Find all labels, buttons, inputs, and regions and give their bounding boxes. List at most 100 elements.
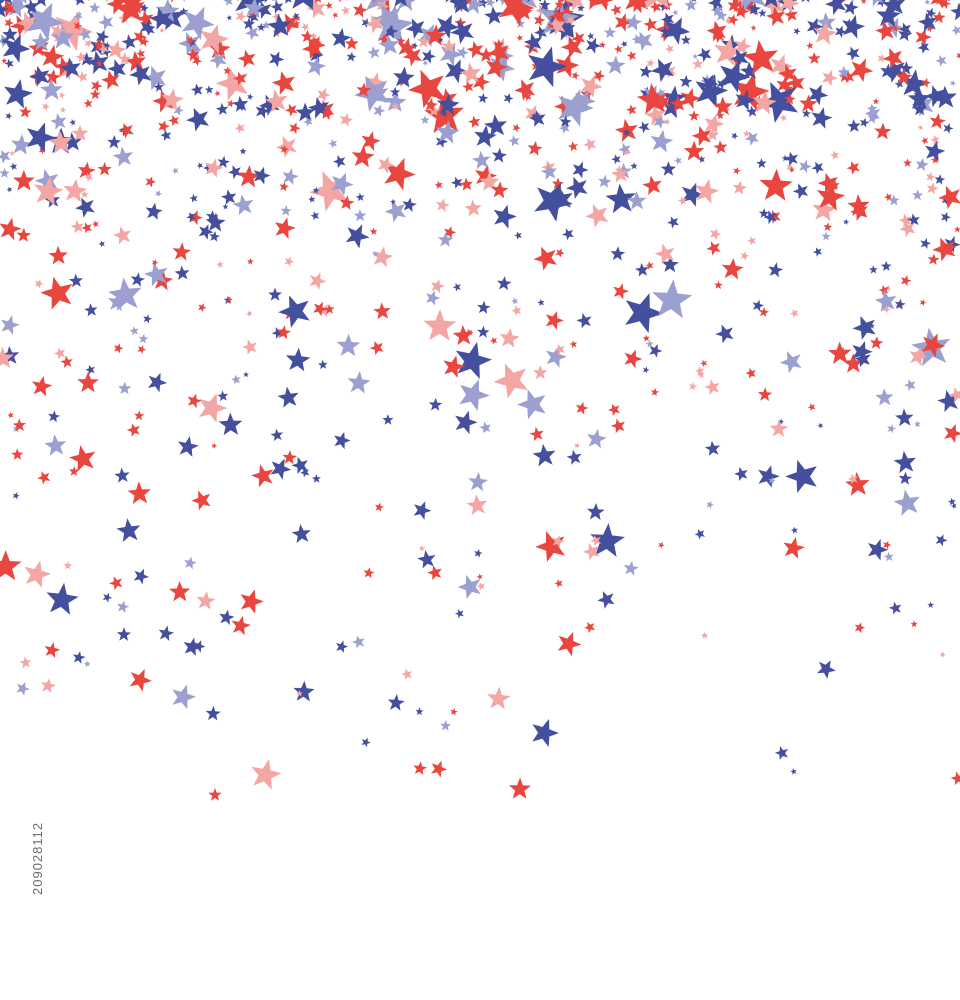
confetti-star-icon	[382, 414, 394, 425]
confetti-star-icon	[45, 69, 61, 85]
confetti-star-icon	[802, 108, 812, 118]
confetti-star-icon	[758, 8, 767, 18]
confetti-star-icon	[493, 204, 517, 229]
confetti-star-icon	[652, 279, 693, 319]
confetti-star-icon	[920, 237, 932, 249]
confetti-star-icon	[282, 450, 298, 465]
confetti-star-icon	[9, 150, 15, 156]
confetti-star-icon	[823, 222, 833, 232]
confetti-star-icon	[427, 565, 442, 581]
confetti-star-icon	[877, 53, 887, 63]
confetti-star-icon	[129, 668, 152, 692]
confetti-star-icon	[893, 489, 920, 516]
confetti-star-icon	[747, 236, 756, 246]
confetti-star-icon	[198, 224, 214, 240]
confetti-star-icon	[69, 119, 76, 126]
confetti-star-icon	[205, 212, 226, 232]
confetti-star-icon	[912, 189, 924, 201]
confetti-star-icon	[160, 129, 172, 141]
confetti-star-icon	[4, 79, 33, 109]
confetti-star-icon	[89, 2, 101, 14]
confetti-star-icon	[50, 24, 75, 49]
confetti-star-icon	[576, 312, 592, 329]
confetti-star-icon	[245, 25, 260, 41]
confetti-star-icon	[759, 307, 769, 317]
confetti-star-icon	[874, 290, 897, 312]
confetti-star-icon	[854, 622, 866, 634]
confetti-star-icon	[474, 548, 483, 558]
confetti-star-icon	[704, 113, 725, 135]
confetti-star-icon	[474, 125, 497, 148]
confetti-star-icon	[373, 302, 391, 320]
confetti-star-icon	[745, 367, 756, 379]
confetti-star-icon	[697, 155, 706, 164]
confetti-star-icon	[850, 202, 868, 221]
confetti-star-icon	[196, 162, 204, 170]
confetti-star-icon	[623, 128, 631, 137]
confetti-star-icon	[940, 0, 951, 10]
confetti-star-icon	[649, 344, 663, 358]
confetti-star-icon	[799, 159, 812, 174]
confetti-star-icon	[650, 129, 674, 153]
confetti-star-icon	[635, 262, 649, 277]
confetti-star-icon	[186, 36, 195, 45]
confetti-star-icon	[742, 129, 751, 138]
confetti-star-icon	[197, 303, 207, 313]
confetti-star-icon	[295, 102, 316, 122]
confetti-star-icon	[344, 36, 359, 50]
confetti-star-icon	[0, 0, 13, 5]
confetti-star-icon	[226, 296, 233, 303]
confetti-star-icon	[646, 58, 655, 68]
confetti-star-icon	[715, 9, 728, 22]
confetti-star-icon	[523, 32, 543, 52]
confetti-star-icon	[29, 65, 50, 87]
confetti-star-icon	[272, 0, 278, 3]
confetti-star-icon	[455, 341, 492, 379]
confetti-star-icon	[102, 592, 113, 603]
confetti-star-icon	[557, 0, 570, 7]
confetti-star-icon	[140, 19, 156, 36]
confetti-star-icon	[472, 150, 491, 170]
confetti-star-icon	[126, 423, 140, 437]
confetti-star-icon	[894, 298, 906, 310]
confetti-star-icon	[121, 34, 137, 50]
confetti-star-icon	[837, 65, 851, 78]
confetti-star-icon	[308, 36, 326, 55]
confetti-star-icon	[932, 237, 956, 262]
confetti-star-icon	[543, 5, 549, 12]
confetti-star-icon	[929, 113, 946, 130]
confetti-star-icon	[610, 246, 626, 261]
confetti-star-icon	[91, 220, 99, 228]
confetti-star-icon	[574, 442, 581, 449]
confetti-star-icon	[317, 88, 331, 102]
confetti-star-icon	[41, 21, 48, 28]
confetti-star-icon	[84, 172, 93, 182]
confetti-star-icon	[924, 85, 946, 108]
confetti-star-icon	[625, 0, 649, 14]
confetti-star-icon	[479, 171, 500, 191]
confetti-star-icon	[390, 198, 396, 205]
confetti-star-icon	[548, 17, 566, 36]
confetti-star-icon	[125, 50, 146, 72]
confetti-star-icon	[435, 120, 460, 144]
confetti-star-icon	[371, 3, 402, 35]
confetti-star-icon	[575, 401, 589, 415]
confetti-star-icon	[107, 135, 122, 149]
confetti-star-icon	[361, 737, 371, 748]
confetti-star-icon	[116, 518, 141, 542]
confetti-star-icon	[222, 203, 229, 210]
confetti-star-icon	[532, 443, 556, 467]
confetti-star-icon	[459, 177, 474, 191]
confetti-star-icon	[437, 232, 454, 247]
confetti-star-icon	[14, 0, 27, 5]
confetti-star-icon	[903, 158, 912, 167]
confetti-star-icon	[932, 10, 946, 24]
confetti-star-icon	[566, 449, 582, 465]
confetti-star-icon	[31, 32, 51, 51]
confetti-star-icon	[934, 174, 946, 185]
confetti-star-icon	[232, 194, 254, 216]
confetti-star-icon	[2, 26, 18, 42]
confetti-star-icon	[221, 189, 237, 205]
confetti-star-icon	[0, 550, 22, 581]
confetti-star-icon	[142, 65, 166, 91]
